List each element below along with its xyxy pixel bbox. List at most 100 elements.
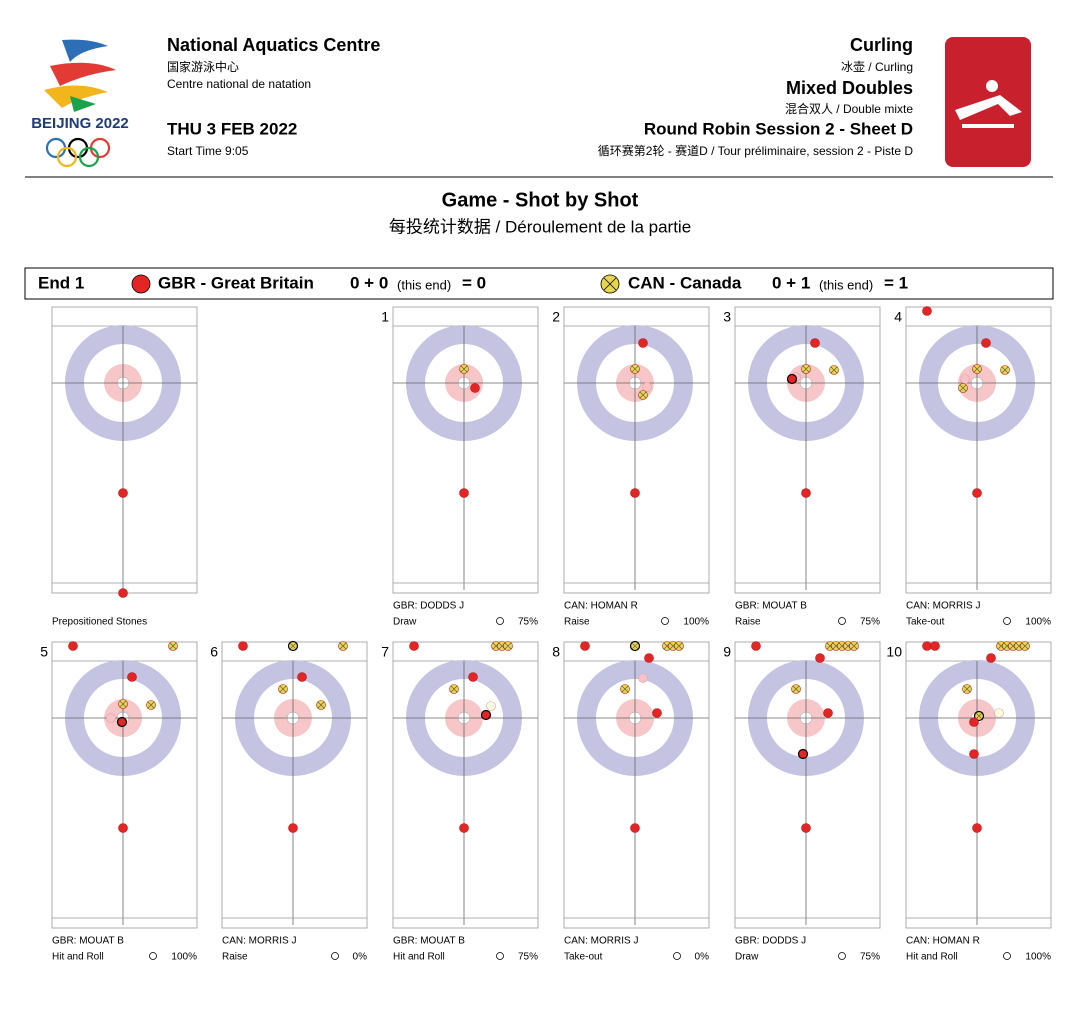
stone — [118, 823, 128, 833]
stone-cross — [963, 685, 971, 693]
shot-number: 6 — [210, 644, 218, 660]
stone — [652, 708, 662, 718]
player: GBR: DODDS J — [393, 601, 464, 612]
stone-cross — [460, 365, 468, 373]
stone — [823, 708, 833, 718]
stone — [644, 653, 654, 663]
stone — [288, 823, 298, 833]
player: GBR: MOUAT B — [52, 936, 124, 947]
percent-icon — [149, 952, 157, 960]
percent-icon — [673, 952, 681, 960]
percent-icon — [496, 617, 504, 625]
shot-type: Raise — [222, 952, 248, 963]
shot-type: Raise — [564, 617, 590, 628]
shot-percent: 75% — [518, 952, 538, 963]
stone — [238, 641, 248, 651]
event-sub: 混合双人 / Double mixte — [785, 101, 913, 116]
stone-cross — [317, 701, 325, 709]
stone-cross — [621, 685, 629, 693]
stone — [797, 748, 809, 760]
sheet-panel: 10 CAN: HOMAN R Hit and Roll 100% — [886, 641, 1052, 963]
percent-icon — [838, 617, 846, 625]
percent-icon — [838, 952, 846, 960]
shot-percent: 100% — [1025, 617, 1051, 628]
stone — [118, 488, 128, 498]
stone — [930, 641, 940, 651]
end-bar: End 1 GBR - Great Britain 0 + 0 (this en… — [24, 267, 1054, 300]
shot-percent: 100% — [171, 952, 197, 963]
stone-cross — [639, 391, 647, 399]
stone — [127, 672, 137, 682]
stone-cross — [850, 642, 858, 650]
stone — [638, 673, 648, 683]
sheet-panel: 8 CAN: MORRIS J Take-out 0% — [552, 640, 710, 963]
shot-number: 2 — [552, 309, 560, 325]
stone-cross — [339, 642, 347, 650]
stone — [801, 488, 811, 498]
start-time: Start Time 9:05 — [167, 144, 249, 158]
sheet-panel: Prepositioned Stones — [51, 306, 198, 628]
player: GBR: MOUAT B — [393, 936, 465, 947]
percent-icon — [661, 617, 669, 625]
shot-number: 9 — [723, 644, 731, 660]
player: CAN: MORRIS J — [222, 936, 296, 947]
sheet-panel: 1 GBR: DODDS J Draw 75% — [381, 306, 539, 628]
stone-cross — [631, 365, 639, 373]
stone — [480, 709, 492, 721]
logo-text: BEIJING 2022 — [31, 115, 129, 132]
shot-type: Hit and Roll — [52, 952, 104, 963]
player: CAN: MORRIS J — [906, 601, 980, 612]
sport-sub: 冰壶 / Curling — [841, 59, 913, 74]
stone — [922, 306, 932, 316]
shot-number: 1 — [381, 309, 389, 325]
percent-icon — [1003, 952, 1011, 960]
percent-icon — [496, 952, 504, 960]
sheet-panel: 5 GBR: MOUAT B Hit and Roll 100% — [40, 641, 198, 963]
stone — [969, 717, 979, 727]
sport: Curling — [850, 35, 913, 55]
shot-percent: 75% — [518, 617, 538, 628]
stone — [969, 749, 979, 759]
stone-cross — [975, 712, 983, 720]
shot-type: Hit and Roll — [906, 952, 958, 963]
stone — [580, 641, 590, 651]
stone-cross — [830, 366, 838, 374]
percent-icon — [331, 952, 339, 960]
team2-score: 0 + 1 — [772, 273, 810, 292]
stone — [630, 823, 640, 833]
shot-type: Take-out — [906, 617, 945, 628]
player: CAN: HOMAN R — [564, 601, 638, 612]
sheet-panel: 4 CAN: MORRIS J Take-out 100% — [894, 306, 1052, 628]
stone — [815, 653, 825, 663]
stone — [116, 716, 128, 728]
subtitle: 每投统计数据 / Déroulement de la partie — [389, 217, 691, 236]
sheet-panel: 6 CAN: MORRIS J Raise 0% — [210, 640, 368, 963]
stone-cross — [1021, 642, 1029, 650]
sheet-panel: 9 GBR: DODDS J Draw 75% — [723, 641, 881, 963]
stone — [960, 374, 970, 384]
sheet-panel: 3 GBR: MOUAT B Raise 75% — [723, 306, 881, 628]
team1-total: = 0 — [462, 273, 486, 292]
stone — [986, 653, 996, 663]
shot-number: 4 — [894, 309, 902, 325]
shot-number: 10 — [886, 644, 902, 660]
event: Mixed Doubles — [786, 78, 913, 98]
stone — [470, 383, 480, 393]
shot-number: 7 — [381, 644, 389, 660]
stone-cross — [279, 685, 287, 693]
player: CAN: HOMAN R — [906, 936, 980, 947]
stone-cross — [1001, 366, 1009, 374]
stone — [642, 382, 652, 392]
stone — [751, 641, 761, 651]
stone — [459, 823, 469, 833]
stone — [68, 641, 78, 651]
shot-type: Draw — [735, 952, 759, 963]
header-left: National Aquatics Centre 国家游泳中心 Centre n… — [167, 35, 380, 158]
session: Round Robin Session 2 - Sheet D — [644, 119, 913, 138]
stone — [106, 713, 116, 723]
sheets: Prepositioned Stones 1 GBR: DODDS J Draw 75%… — [40, 306, 1052, 963]
shot-type: Take-out — [564, 952, 603, 963]
stone-cross — [973, 365, 981, 373]
stone-cross — [289, 642, 297, 650]
shot-percent: 0% — [695, 952, 710, 963]
